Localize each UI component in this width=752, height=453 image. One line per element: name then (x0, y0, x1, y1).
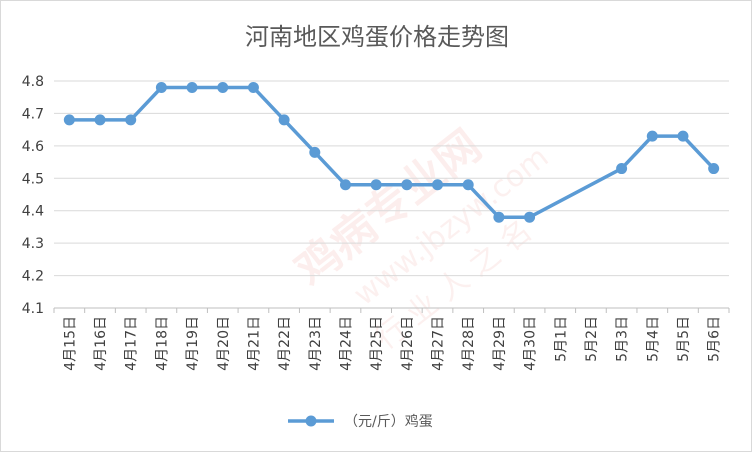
data-point (708, 163, 720, 175)
data-point (94, 114, 106, 126)
data-point (646, 130, 658, 142)
data-point (125, 114, 137, 126)
data-point (63, 114, 75, 126)
x-tick-label: 4月26日 (400, 316, 416, 371)
y-tick-label: 4.3 (22, 236, 44, 252)
data-point (616, 163, 628, 175)
data-point (339, 179, 351, 191)
x-tick-label: 4月24日 (338, 316, 354, 371)
data-point (217, 81, 229, 93)
data-point (309, 146, 321, 158)
legend-marker-icon (305, 415, 317, 427)
x-tick-label: 4月22日 (277, 316, 293, 371)
chart-title: 河南地区鸡蛋价格走势图 (245, 23, 509, 51)
legend: （元/斤）鸡蛋 (288, 413, 433, 430)
x-tick-label: 4月16日 (93, 316, 109, 371)
y-tick-label: 4.2 (22, 269, 44, 285)
x-tick-label: 4月27日 (431, 316, 447, 371)
data-point (370, 179, 382, 191)
data-point (401, 179, 413, 191)
x-tick-label: 4月19日 (185, 316, 201, 371)
x-tick-label: 5月1日 (553, 316, 569, 362)
data-point (432, 179, 444, 191)
y-tick-label: 4.1 (22, 301, 44, 317)
x-tick-label: 4月18日 (154, 316, 170, 371)
data-point (493, 211, 505, 223)
x-tick-label: 5月5日 (676, 316, 692, 362)
data-point (524, 211, 536, 223)
series-layer (63, 81, 720, 223)
data-point (186, 81, 198, 93)
x-axis-ticks: 4月15日 4月16日 4月17日 4月18日 4月19日 4月20日 4月21日 4月22日… (53, 307, 730, 371)
x-tick-label: 4月17日 (124, 316, 140, 371)
x-tick-label: 4月15日 (62, 316, 78, 371)
data-point (247, 81, 259, 93)
y-tick-label: 4.8 (22, 74, 44, 90)
data-point (155, 81, 167, 93)
data-point (278, 114, 290, 126)
x-tick-label: 5月2日 (584, 316, 600, 362)
y-tick-label: 4.5 (22, 171, 44, 187)
y-tick-label: 4.6 (22, 139, 44, 155)
data-point (677, 130, 689, 142)
y-tick-label: 4.4 (22, 204, 44, 220)
x-tick-label: 4月23日 (308, 316, 324, 371)
legend-label: （元/斤）鸡蛋 (344, 413, 433, 430)
x-tick-label: 4月21日 (246, 316, 262, 371)
x-tick-label: 5月4日 (645, 316, 661, 362)
data-point (462, 179, 474, 191)
x-tick-label: 4月30日 (523, 316, 539, 371)
x-tick-label: 5月6日 (707, 316, 723, 362)
x-tick-label: 4月28日 (461, 316, 477, 371)
x-tick-label: 4月20日 (216, 316, 232, 371)
x-tick-label: 4月25日 (369, 316, 385, 371)
x-tick-label: 5月3日 (615, 316, 631, 362)
y-axis-ticks: 4.1 4.2 4.3 4.4 4.5 4.6 4.7 4.8 (22, 74, 44, 317)
x-tick-label: 4月29日 (492, 316, 508, 371)
y-tick-label: 4.7 (22, 106, 44, 122)
